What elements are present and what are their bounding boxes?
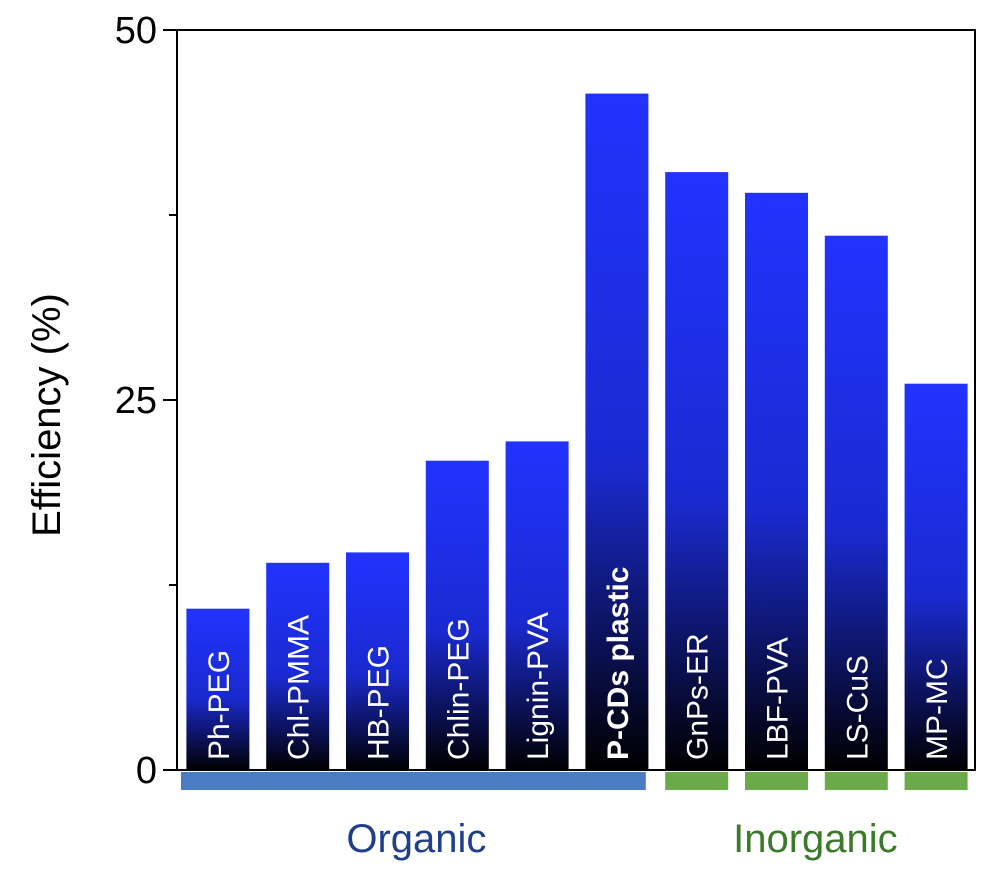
bar-ls-cus (824, 235, 888, 770)
bar-label: Ph-PEG (203, 650, 236, 760)
group-bar-organic (181, 772, 646, 790)
group-bar-inorganic-segment (904, 772, 968, 790)
bar-label: HB-PEG (363, 645, 396, 760)
bar-lignin-pva (505, 441, 569, 770)
group-bar-inorganic-segment (745, 772, 808, 790)
group-label-organic: Organic (346, 817, 486, 861)
bar-mp-mc (904, 383, 968, 770)
bar-ph-peg (186, 608, 250, 770)
group-bar-inorganic-segment (824, 772, 888, 790)
bar-label: MP-MC (921, 658, 954, 760)
bar-label: GnPs-ER (682, 633, 715, 760)
y-axis-ticks: 0 25 50 (115, 10, 177, 792)
bar-lbf-pva (745, 192, 808, 771)
bar-chl-pmma (266, 562, 330, 770)
y-tick-label: 25 (115, 380, 157, 422)
group-bar-inorganic-segment (665, 772, 729, 790)
y-tick-label: 0 (136, 750, 157, 792)
y-tick-label: 50 (115, 10, 157, 52)
bar-hb-peg (346, 552, 409, 770)
y-axis-label: Efficiency (%) (25, 293, 69, 537)
bar-chlin-peg (425, 460, 489, 770)
bar-labels-layer: Ph-PEG Chl-PMMA HB-PEG Chlin-PEG Lignin-PVA P… (203, 567, 954, 760)
bar-label: Chlin-PEG (442, 618, 475, 760)
bar-label: LBF-PVA (762, 637, 795, 760)
bar-label: Chl-PMMA (283, 615, 316, 760)
bar-label: Lignin-PVA (522, 612, 555, 760)
bar-label: LS-CuS (841, 655, 874, 760)
group-label-inorganic: Inorganic (733, 817, 898, 861)
bar-label: P-CDs plastic (602, 567, 635, 760)
bar-gnps-er (665, 172, 729, 771)
bar-p-cds-plastic (585, 93, 649, 771)
bars-layer (186, 93, 968, 771)
group-bars: Organic Inorganic (181, 772, 968, 861)
